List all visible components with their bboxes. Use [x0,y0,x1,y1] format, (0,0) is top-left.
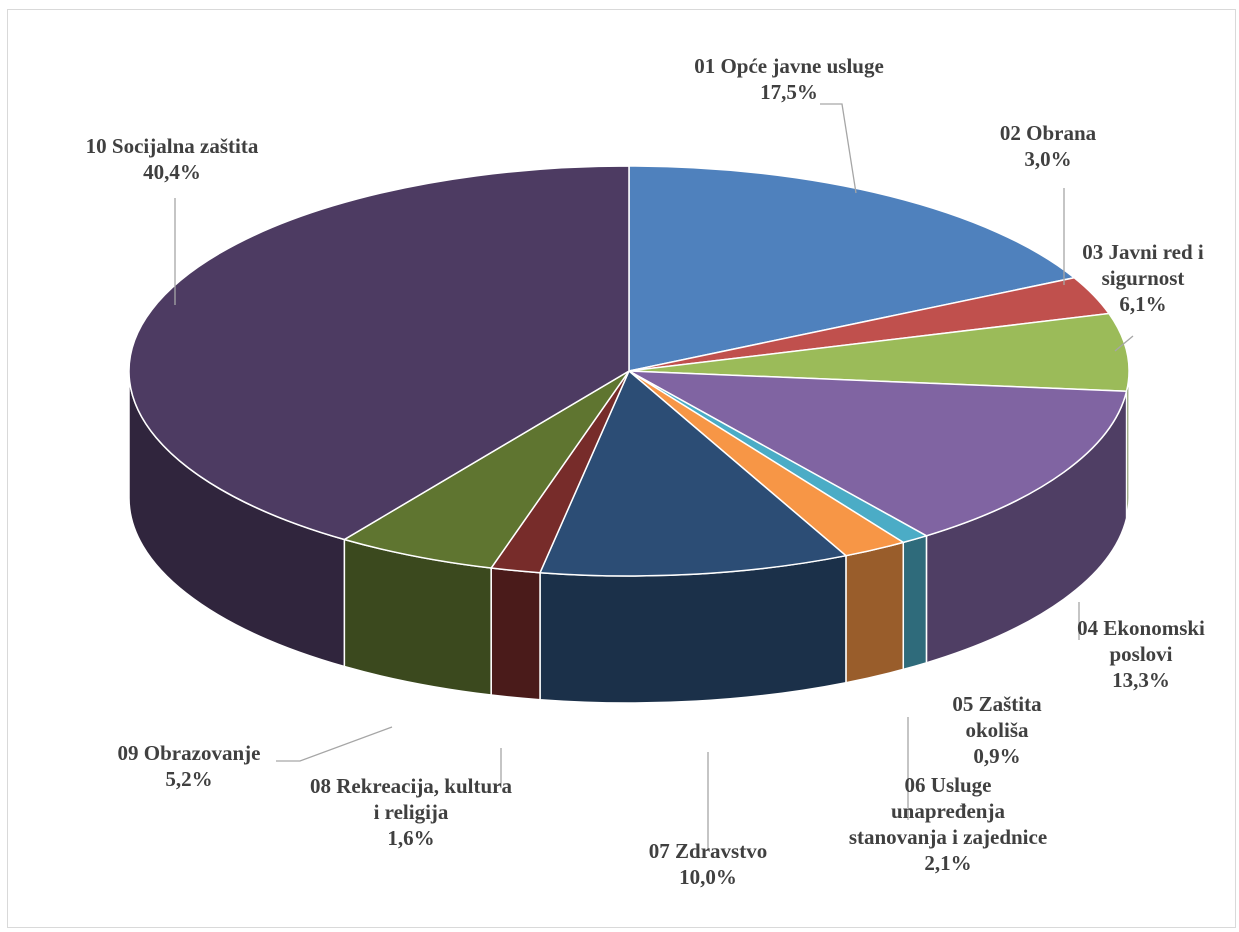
data-label-10-socijalna-za-tita: 10 Socijalna zaštita 40,4% [86,134,259,184]
slice-percent: 17,5% [760,80,818,104]
slice-name: 05 Zaštita [952,692,1042,716]
slice-percent: 10,0% [679,865,737,889]
pie-tops [128,165,1130,577]
pie-side-08-rekreacija-kultura [490,567,541,701]
data-label-08-rekreacija-kultura: 08 Rekreacija, kultura i religija 1,6% [310,774,513,850]
leader-line-09-obrazovanje [276,726,393,762]
slice-name: 09 Obrazovanje [118,741,261,765]
slice-name: poslovi [1109,642,1172,666]
slice-percent: 3,0% [1024,147,1071,171]
data-label-01-op-e-javne-usluge: 01 Opće javne usluge 17,5% [694,54,884,104]
slice-name: 02 Obrana [1000,121,1097,145]
slice-name: 04 Ekonomski [1077,616,1205,640]
pie-side-06-usluge [845,541,905,684]
slice-name: 10 Socijalna zaštita [86,134,259,158]
slice-percent: 40,4% [143,160,201,184]
slice-percent: 13,3% [1112,668,1170,692]
slice-name: okoliša [965,718,1029,742]
data-labels: 01 Opće javne usluge 17,5% 02 Obrana 3,0% 03… [86,54,1205,889]
slice-name: unapređenja [891,799,1005,823]
slice-name: 01 Opće javne usluge [694,54,884,78]
data-label-02-obrana: 02 Obrana 3,0% [1000,121,1097,171]
pie-slice-09-obrazovanje [342,370,630,569]
data-label-03-javni-red-i: 03 Javni red i sigurnost 6,1% [1082,240,1204,316]
data-label-05-za-tita: 05 Zaštita okoliša 0,9% [952,692,1042,768]
pie-slice-04-ekonomski [628,370,1128,537]
leader-lines [174,103,1134,850]
pie-slice-10-socijalna-za-tita [128,165,630,541]
pie-slice-03-javni-red-i [628,312,1130,393]
slice-name: 06 Usluge [905,773,992,797]
pie-slice-07-zdravstvo [538,369,848,577]
data-label-04-ekonomski: 04 Ekonomski poslovi 13,3% [1077,616,1205,692]
slice-name: stanovanja i zajednice [849,825,1047,849]
slice-name: sigurnost [1102,266,1185,290]
slice-name: 03 Javni red i [1082,240,1204,264]
slice-percent: 2,1% [924,851,971,875]
pie-side-05-za-tita [902,534,928,671]
leader-line-03-javni-red-i [1114,335,1134,352]
slice-percent: 0,9% [973,744,1020,768]
slice-percent: 1,6% [387,826,434,850]
slice-name: 07 Zdravstvo [649,839,767,863]
leader-line-01-op-e-javne-usluge [820,103,857,194]
slice-percent: 6,1% [1119,292,1166,316]
data-label-09-obrazovanje: 09 Obrazovanje 5,2% [118,741,261,791]
data-label-07-zdravstvo: 07 Zdravstvo 10,0% [649,839,767,889]
slice-name: i religija [374,800,449,824]
slice-percent: 5,2% [165,767,212,791]
pie-side-07-zdravstvo [539,554,847,704]
slice-name: 08 Rekreacija, kultura [310,774,513,798]
pie-slice-01-op-e-javne-usluge [628,165,1076,372]
data-label-06-usluge: 06 Usluge unapređenja stanovanja i zajedni… [849,773,1047,875]
